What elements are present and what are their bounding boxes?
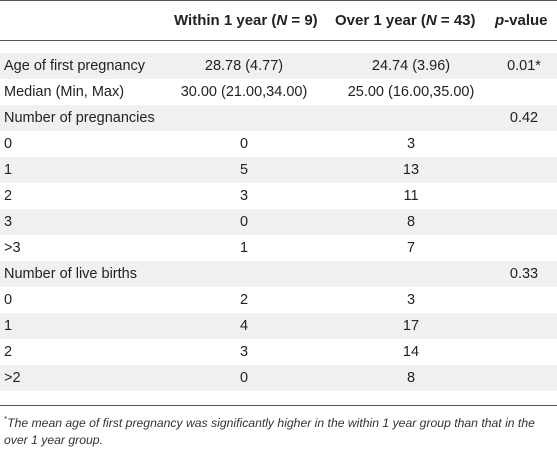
cell-within: 1 bbox=[239, 240, 249, 256]
header-over-text: Over 1 year ( bbox=[335, 12, 426, 29]
table-row: Median (Min, Max) 30.00 (21.00,34.00) 25.0… bbox=[0, 79, 557, 105]
table-row: 1 5 13 bbox=[0, 157, 557, 183]
cell-within: 0 bbox=[239, 370, 249, 386]
header-rule bbox=[0, 40, 557, 41]
header-within-n: N bbox=[276, 12, 288, 29]
table-row: Number of live births 0.33 bbox=[0, 261, 557, 287]
bottom-rule bbox=[0, 405, 557, 406]
row-label: Number of pregnancies bbox=[4, 110, 155, 126]
footnote-marker: * bbox=[4, 415, 8, 424]
cell-p-value: 0.42 bbox=[509, 110, 539, 126]
header-over-count: = 43) bbox=[436, 12, 476, 29]
table-row: >3 1 7 bbox=[0, 235, 557, 261]
row-label: 1 bbox=[4, 162, 13, 178]
header-over-1-year: Over 1 year (N = 43) bbox=[335, 12, 476, 30]
header-p-italic: p bbox=[495, 12, 505, 29]
cell-over: 3 bbox=[406, 292, 416, 308]
row-label: 2 bbox=[4, 344, 13, 360]
header-p-value: p-value bbox=[495, 12, 548, 30]
cell-within: 0 bbox=[239, 214, 249, 230]
row-label: 2 bbox=[4, 188, 13, 204]
table-row: 0 0 3 bbox=[0, 131, 557, 157]
row-label: >3 bbox=[4, 240, 21, 256]
header-p-suffix: -value bbox=[504, 12, 548, 29]
cell-within: 0 bbox=[239, 136, 249, 152]
cell-within: 30.00 (21.00,34.00) bbox=[180, 84, 308, 100]
cell-over: 14 bbox=[402, 344, 420, 360]
row-label: Age of first pregnancy bbox=[4, 58, 146, 74]
top-rule bbox=[0, 0, 557, 1]
header-within-count: = 9) bbox=[287, 12, 318, 29]
cell-over: 24.74 (3.96) bbox=[371, 58, 451, 74]
table-row: 3 0 8 bbox=[0, 209, 557, 235]
cell-over: 7 bbox=[406, 240, 416, 256]
cell-within: 4 bbox=[239, 318, 249, 334]
header-within-1-year: Within 1 year (N = 9) bbox=[174, 12, 318, 30]
header-within-text: Within 1 year ( bbox=[174, 12, 277, 29]
table-row: 2 3 14 bbox=[0, 339, 557, 365]
cell-p-value: 0.33 bbox=[509, 266, 539, 282]
cell-within: 3 bbox=[239, 344, 249, 360]
row-label: Median (Min, Max) bbox=[4, 84, 125, 100]
cell-within: 2 bbox=[239, 292, 249, 308]
cell-within: 28.78 (4.77) bbox=[204, 58, 284, 74]
row-label: 3 bbox=[4, 214, 13, 230]
cell-over: 13 bbox=[402, 162, 420, 178]
row-label: >2 bbox=[4, 370, 21, 386]
row-label: 0 bbox=[4, 292, 13, 308]
table-row: 2 3 11 bbox=[0, 183, 557, 209]
row-label: 0 bbox=[4, 136, 13, 152]
table-row: 0 2 3 bbox=[0, 287, 557, 313]
cell-p-value: 0.01* bbox=[507, 58, 541, 74]
cell-within: 3 bbox=[239, 188, 249, 204]
cell-over: 3 bbox=[406, 136, 416, 152]
table-row: 1 4 17 bbox=[0, 313, 557, 339]
row-label: Number of live births bbox=[4, 266, 137, 282]
footnote: *The mean age of first pregnancy was sig… bbox=[4, 411, 556, 449]
cell-over: 25.00 (16.00,35.00) bbox=[347, 84, 475, 100]
cell-over: 8 bbox=[406, 370, 416, 386]
table-row: Age of first pregnancy 28.78 (4.77) 24.74 … bbox=[0, 53, 557, 79]
header-over-n: N bbox=[425, 12, 437, 29]
cell-over: 8 bbox=[406, 214, 416, 230]
footnote-text: The mean age of first pregnancy was sign… bbox=[4, 416, 535, 447]
cell-over: 17 bbox=[402, 318, 420, 334]
row-label: 1 bbox=[4, 318, 13, 334]
cell-over: 11 bbox=[403, 188, 419, 204]
table-row: >2 0 8 bbox=[0, 365, 557, 391]
cell-within: 5 bbox=[239, 162, 249, 178]
table-row: Number of pregnancies 0.42 bbox=[0, 105, 557, 131]
